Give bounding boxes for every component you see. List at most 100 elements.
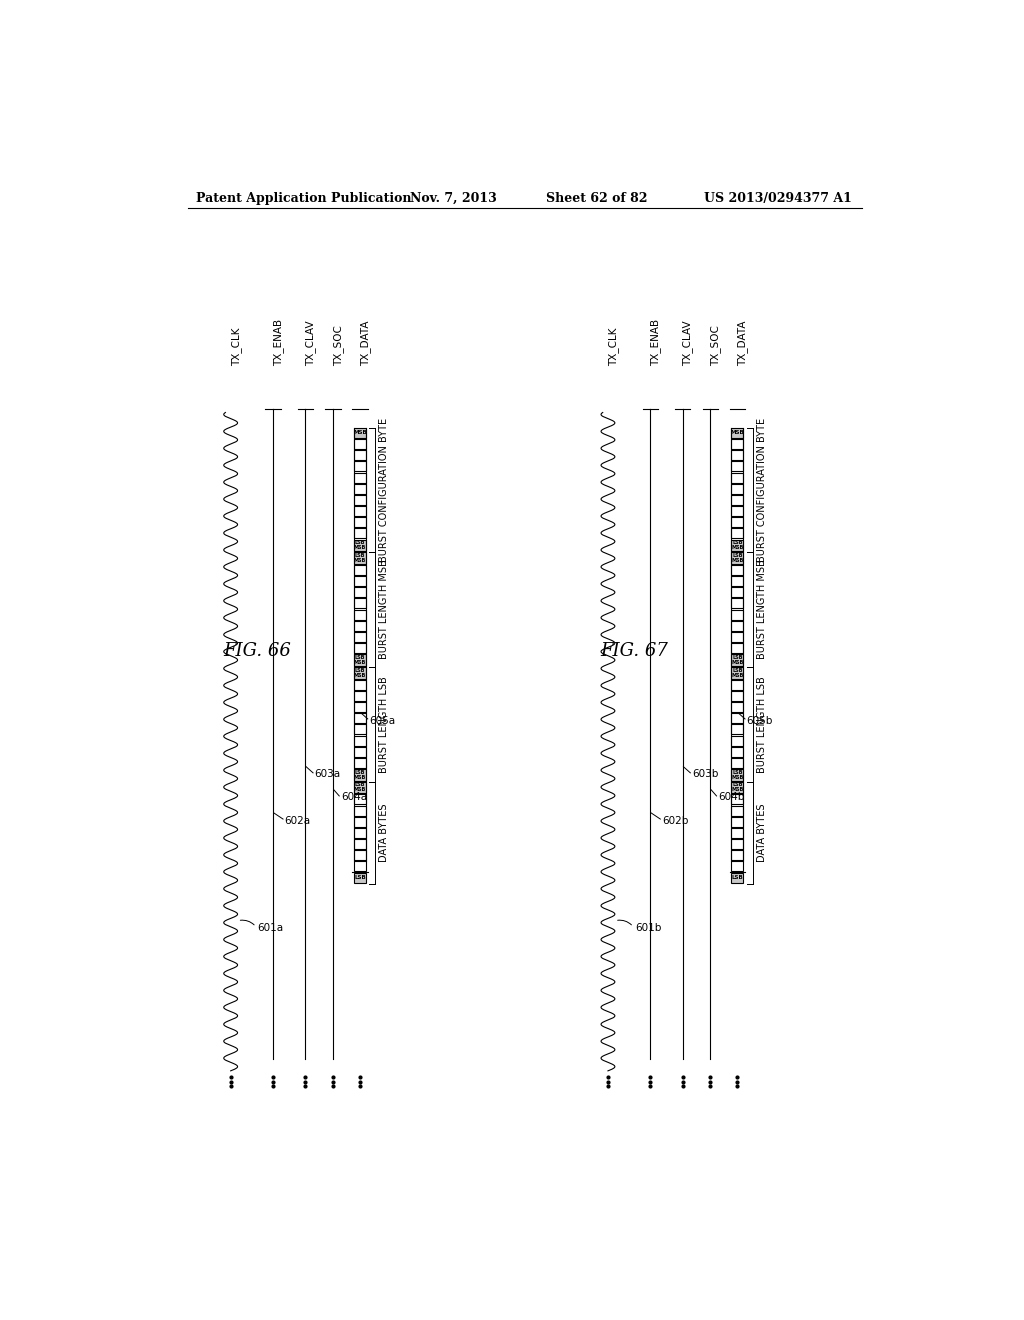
Text: LSB
MSB: LSB MSB: [731, 783, 743, 792]
Bar: [731, 862, 743, 871]
Text: 602b: 602b: [662, 816, 688, 825]
Bar: [731, 506, 743, 516]
Text: BURST LENGTH MSB: BURST LENGTH MSB: [757, 560, 767, 660]
Text: 604b: 604b: [718, 792, 744, 803]
Bar: [354, 598, 367, 609]
Bar: [731, 610, 743, 619]
Bar: [354, 552, 367, 564]
Text: 605a: 605a: [370, 715, 395, 726]
Bar: [354, 735, 367, 746]
Text: Patent Application Publication: Patent Application Publication: [196, 191, 412, 205]
Bar: [354, 517, 367, 527]
Bar: [731, 758, 743, 768]
Bar: [354, 828, 367, 838]
Bar: [731, 873, 743, 883]
Bar: [354, 655, 367, 665]
Text: LSB: LSB: [354, 875, 366, 880]
Bar: [731, 540, 743, 552]
Text: FIG. 67: FIG. 67: [600, 643, 668, 660]
Text: TX_SOC: TX_SOC: [333, 326, 344, 367]
Bar: [731, 735, 743, 746]
Bar: [731, 576, 743, 586]
Bar: [354, 862, 367, 871]
Bar: [731, 565, 743, 576]
Text: DATA BYTES: DATA BYTES: [379, 804, 389, 862]
Bar: [731, 702, 743, 711]
Bar: [354, 747, 367, 756]
Text: BURST CONFIGURATION BYTE: BURST CONFIGURATION BYTE: [379, 418, 389, 562]
Bar: [354, 805, 367, 816]
Bar: [354, 702, 367, 711]
Text: MSB: MSB: [353, 430, 367, 436]
Bar: [354, 495, 367, 506]
Bar: [731, 643, 743, 653]
Bar: [354, 643, 367, 653]
Text: 602a: 602a: [285, 816, 310, 825]
Text: Nov. 7, 2013: Nov. 7, 2013: [410, 191, 497, 205]
Bar: [354, 795, 367, 804]
Bar: [354, 840, 367, 849]
Bar: [354, 610, 367, 619]
Bar: [731, 828, 743, 838]
Text: LSB
MSB: LSB MSB: [354, 668, 367, 677]
Bar: [354, 680, 367, 689]
Bar: [731, 781, 743, 793]
Text: LSB
MSB: LSB MSB: [354, 655, 367, 665]
Bar: [731, 428, 743, 438]
Bar: [731, 598, 743, 609]
Text: 601a: 601a: [258, 924, 284, 933]
Bar: [354, 540, 367, 552]
Bar: [354, 770, 367, 780]
Text: 603a: 603a: [314, 770, 341, 779]
Text: 605b: 605b: [746, 715, 773, 726]
Text: LSB
MSB: LSB MSB: [731, 668, 743, 677]
Bar: [354, 725, 367, 734]
Text: DATA BYTES: DATA BYTES: [757, 804, 767, 862]
Text: TX_DATA: TX_DATA: [737, 321, 749, 367]
Bar: [354, 713, 367, 723]
Bar: [731, 517, 743, 527]
Text: FIG. 66: FIG. 66: [223, 643, 291, 660]
Text: TX_SOC: TX_SOC: [711, 326, 721, 367]
Bar: [731, 655, 743, 665]
Text: BURST LENGTH LSB: BURST LENGTH LSB: [757, 676, 767, 772]
Text: BURST LENGTH MSB: BURST LENGTH MSB: [379, 560, 389, 660]
Text: US 2013/0294377 A1: US 2013/0294377 A1: [705, 191, 852, 205]
Bar: [731, 462, 743, 471]
Bar: [731, 795, 743, 804]
Text: LSB
MSB: LSB MSB: [354, 783, 367, 792]
Bar: [354, 576, 367, 586]
Text: TX_CLAV: TX_CLAV: [683, 321, 693, 367]
Text: TX_ENAB: TX_ENAB: [650, 319, 662, 367]
Bar: [731, 450, 743, 461]
Text: LSB
MSB: LSB MSB: [731, 770, 743, 780]
Text: TX_DATA: TX_DATA: [360, 321, 371, 367]
Bar: [354, 565, 367, 576]
Text: MSB: MSB: [730, 430, 744, 436]
Text: LSB
MSB: LSB MSB: [731, 540, 743, 550]
Bar: [354, 450, 367, 461]
Bar: [354, 850, 367, 861]
Bar: [354, 428, 367, 438]
Text: Sheet 62 of 82: Sheet 62 of 82: [547, 191, 648, 205]
Bar: [731, 713, 743, 723]
Bar: [731, 840, 743, 849]
Bar: [354, 483, 367, 494]
Bar: [354, 781, 367, 793]
Bar: [731, 552, 743, 564]
Bar: [731, 680, 743, 689]
Bar: [731, 725, 743, 734]
Bar: [731, 483, 743, 494]
Bar: [731, 850, 743, 861]
Bar: [354, 873, 367, 883]
Text: 603b: 603b: [692, 770, 718, 779]
Bar: [354, 440, 367, 449]
Bar: [731, 587, 743, 598]
Text: LSB
MSB: LSB MSB: [731, 553, 743, 564]
Bar: [731, 473, 743, 483]
Bar: [731, 817, 743, 826]
Text: TX_CLK: TX_CLK: [230, 327, 242, 367]
Bar: [731, 440, 743, 449]
Bar: [354, 758, 367, 768]
Bar: [731, 667, 743, 678]
